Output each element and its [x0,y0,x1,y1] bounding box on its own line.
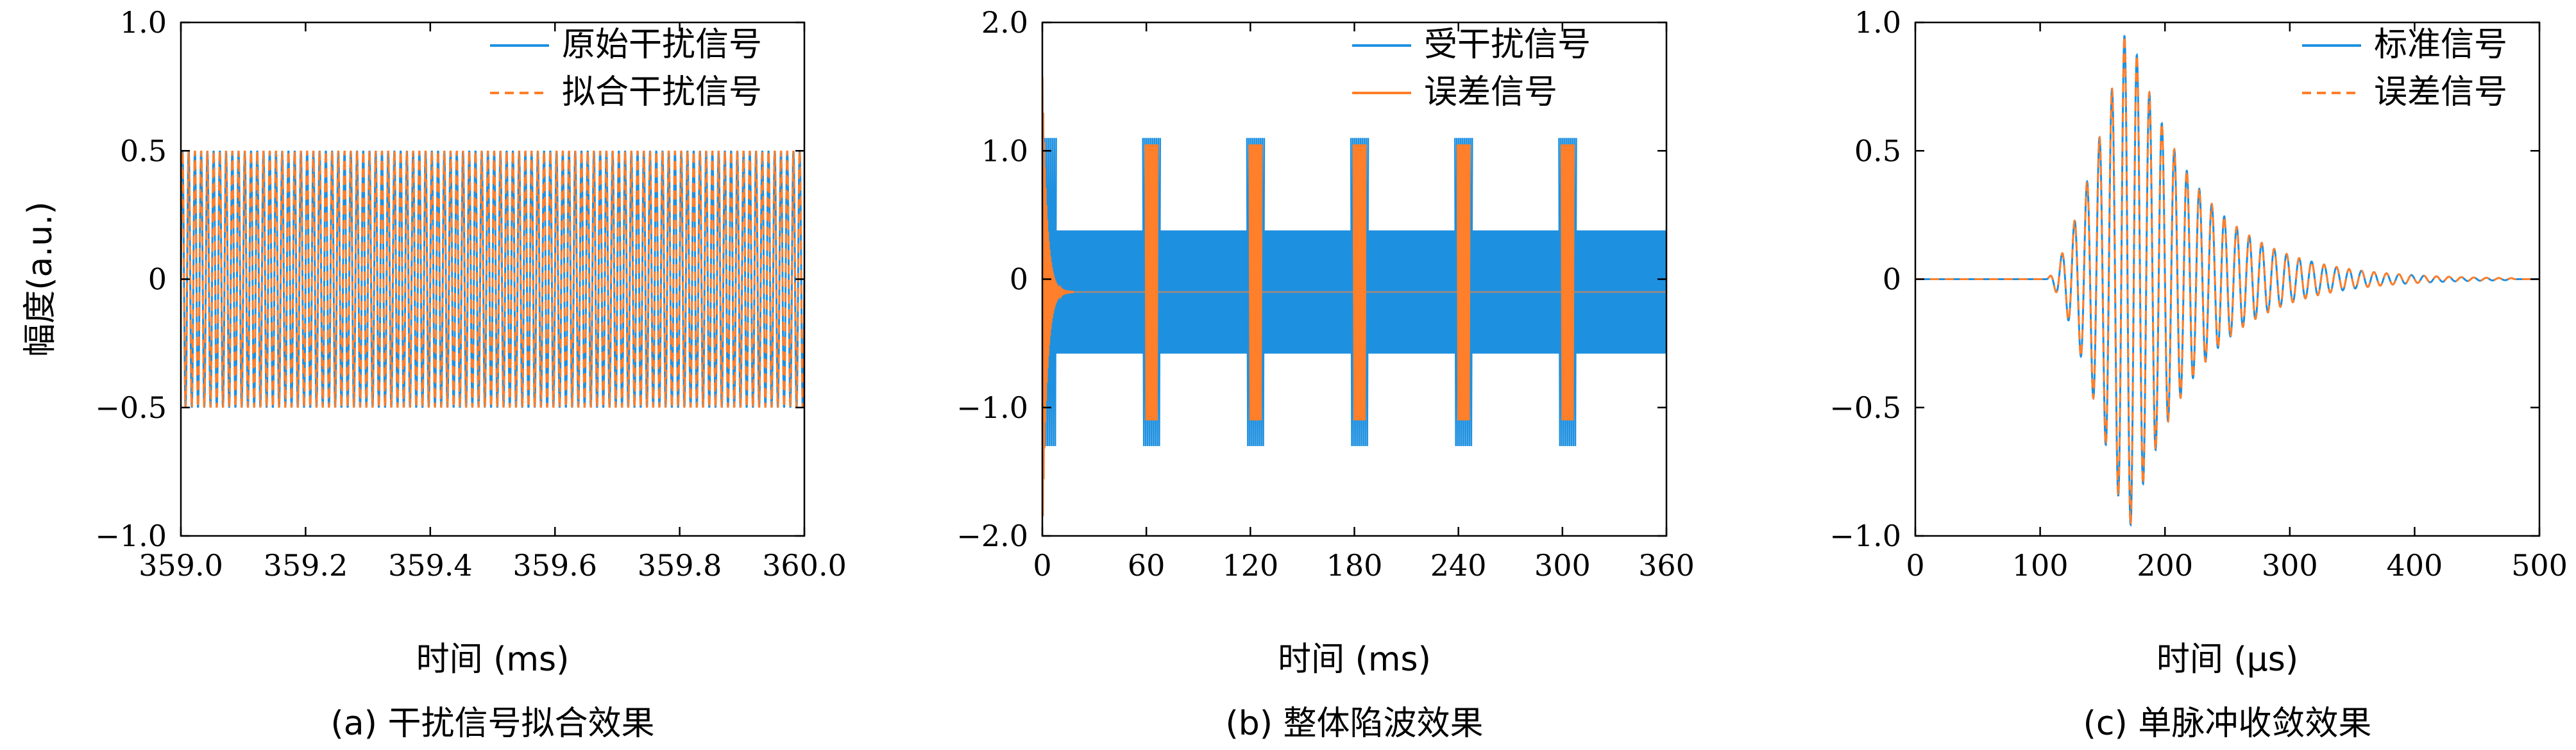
series-line-fitted [181,151,804,408]
series-pulse-error-fill [1561,144,1574,421]
subplot-a-series-group [181,151,804,408]
legend-label: 拟合干扰信号 [562,73,762,112]
series-pulse-error-fill [1249,144,1262,421]
series-pulse-disturbed [1350,138,1369,446]
y-tick-label: −2.0 [956,519,1028,553]
legend-label: 标准信号 [2374,26,2507,64]
subplot-c-ticks: 0 100 200 300 400 500 −1.0 −0.5 0 0.5 1.0 [1829,5,2568,583]
y-tick-label: −0.5 [1829,390,1901,425]
y-tick-label: −1.0 [1829,519,1901,553]
x-tick-label: 200 [2137,548,2193,583]
y-tick-label: 1.0 [120,5,167,40]
series-pulse-disturbed [1042,138,1057,446]
y-tick-label: 1.0 [1854,5,1901,40]
x-tick-label: 359.6 [513,548,597,583]
legend-label: 受干扰信号 [1424,26,1591,64]
series-pulse-error-fill [1457,144,1470,421]
subplot-b-series-group [1042,77,1666,517]
x-tick-label: 120 [1222,548,1278,583]
series-pulse-disturbed [1454,138,1473,446]
series-pulse-disturbed [1142,138,1162,446]
x-tick-label: 300 [1534,548,1591,583]
y-tick-label: 0.5 [1854,133,1901,168]
subplot-b-plot-content [1042,77,1666,517]
series-pulse-error-fill [1145,144,1158,421]
series-pulse-disturbed [1246,138,1266,446]
x-tick-label: 359.4 [388,548,473,583]
x-tick-label: 0 [1906,548,1924,583]
subplot-b-ticks: 0 60 120 180 240 300 360 −2.0 −1.0 0 1.0 2.0 [956,5,1695,583]
series-pulse-error-fill [1353,144,1366,421]
subplot-a-caption: (a) 干扰信号拟合效果 [331,704,655,743]
subplot-c-xlabel: 时间 (µs) [2157,640,2298,679]
subplot-a: 359.0 359.2 359.4 359.6 359.8 360.0 −1.0 −0.5 0 0… [21,5,847,743]
series-line-error [1915,35,2539,528]
y-tick-label: −1.0 [956,390,1028,425]
series-pulse-disturbed [1558,138,1577,446]
subplot-b: 0 60 120 180 240 300 360 −2.0 −1.0 0 1.0 2.0 受干扰信号误… [956,5,1695,743]
y-tick-label: 2.0 [981,5,1028,40]
y-tick-label: 0 [148,262,167,297]
x-tick-label: 359.8 [638,548,722,583]
subplot-a-xlabel: 时间 (ms) [416,640,570,679]
y-tick-label: 0.5 [120,133,167,168]
x-tick-label: 360 [1638,548,1695,583]
x-tick-label: 360.0 [762,548,847,583]
x-tick-label: 300 [2262,548,2318,583]
legend-label: 误差信号 [1424,73,1557,112]
x-tick-label: 359.2 [264,548,348,583]
y-tick-label: 1.0 [981,133,1028,168]
legend-label: 误差信号 [2374,73,2507,112]
x-tick-label: 359.0 [139,548,223,583]
x-tick-label: 0 [1033,548,1051,583]
x-tick-label: 100 [2012,548,2069,583]
y-tick-label: −0.5 [95,390,167,425]
legend-label: 原始干扰信号 [562,26,762,64]
subplot-a-plot-content [181,151,804,408]
x-tick-label: 240 [1430,548,1487,583]
x-tick-label: 180 [1326,548,1383,583]
y-tick-label: 0 [1010,262,1028,297]
subplot-c: 0 100 200 300 400 500 −1.0 −0.5 0 0.5 1.0 标准信号误差信号… [1829,5,2568,743]
subplot-a-ticks: 359.0 359.2 359.4 359.6 359.8 360.0 −1.0 −0.5 0 0… [95,5,847,583]
subplot-c-series-group [1915,35,2539,528]
subplot-b-xlabel: 时间 (ms) [1278,640,1431,679]
x-tick-label: 500 [2511,548,2568,583]
subplot-c-plot-content [1915,35,2539,528]
x-tick-label: 400 [2386,548,2443,583]
y-tick-label: 0 [1883,262,1901,297]
subplot-c-caption: (c) 单脉冲收敛效果 [2083,704,2372,743]
subplot-a-ylabel: 幅度(a.u.) [21,201,60,356]
series-transient-error [1042,77,1074,517]
x-tick-label: 60 [1128,548,1165,583]
y-tick-label: −1.0 [95,519,167,553]
subplot-b-caption: (b) 整体陷波效果 [1225,704,1483,743]
